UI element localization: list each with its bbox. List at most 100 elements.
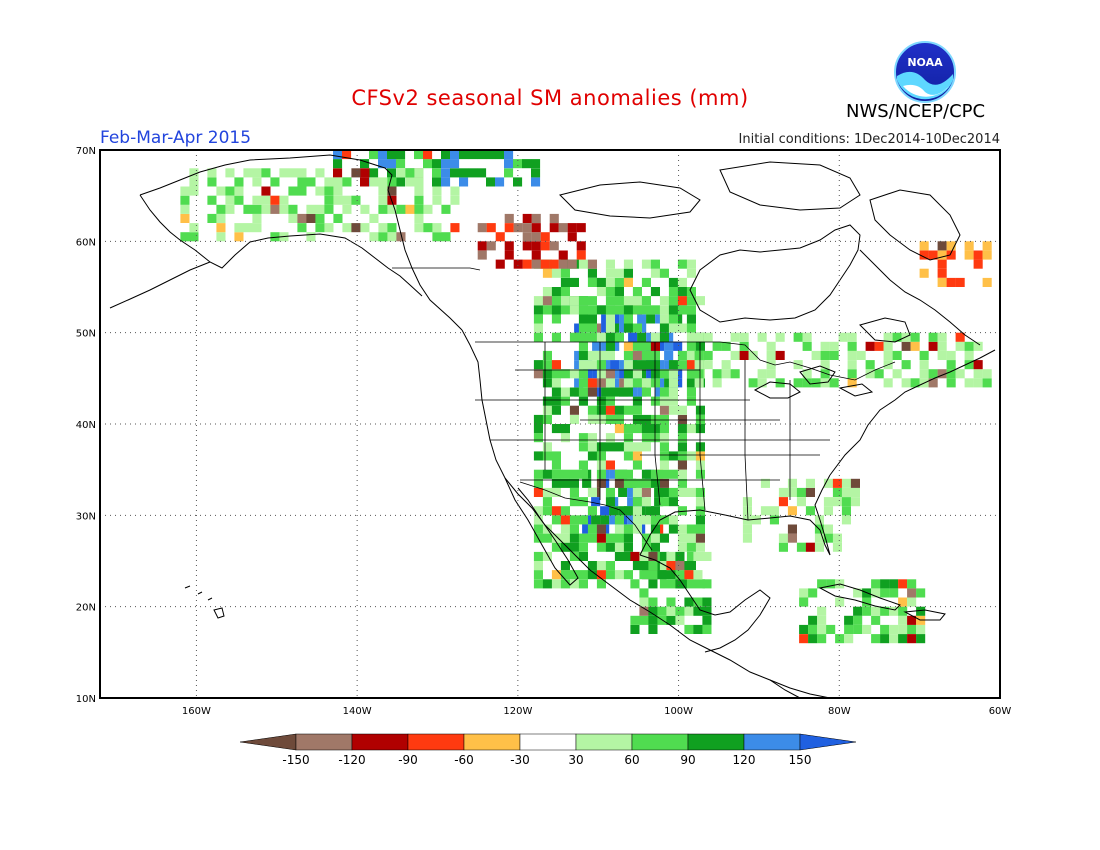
coastlines xyxy=(109,154,996,699)
anomaly-cell xyxy=(695,341,705,351)
anomaly-cell xyxy=(596,277,606,287)
anomaly-cell xyxy=(880,588,890,598)
anomaly-cell xyxy=(450,223,460,233)
anomaly-cell xyxy=(605,433,615,443)
anomaly-cell xyxy=(432,186,442,196)
anomaly-cell xyxy=(841,515,851,525)
anomaly-cell xyxy=(712,378,722,388)
anomaly-cell xyxy=(252,195,262,205)
anomaly-cell xyxy=(378,223,388,233)
anomaly-cell xyxy=(261,186,271,196)
anomaly-cell xyxy=(216,186,226,196)
anomaly-cell xyxy=(441,177,451,187)
anomaly-cell xyxy=(632,341,642,351)
anomaly-cell xyxy=(686,378,696,388)
anomaly-cell xyxy=(964,360,974,370)
anomaly-cell xyxy=(802,369,812,379)
anomaly-cell xyxy=(675,551,685,561)
anomaly-cell xyxy=(551,387,561,397)
anomaly-cell xyxy=(659,487,669,497)
anomaly-cell xyxy=(324,186,334,196)
anomaly-cell xyxy=(677,323,687,333)
anomaly-cell xyxy=(591,515,601,525)
anomaly-cell xyxy=(614,469,624,479)
anomaly-cell xyxy=(486,241,496,251)
anomaly-cell xyxy=(605,405,615,415)
anomaly-cell xyxy=(578,570,588,580)
anomaly-cell xyxy=(243,223,253,233)
anomaly-cell xyxy=(578,515,588,525)
anomaly-cell xyxy=(441,159,451,169)
anomaly-cell xyxy=(531,241,541,251)
anomaly-cell xyxy=(614,515,624,525)
anomaly-cell xyxy=(829,341,839,351)
anomaly-cell xyxy=(865,369,875,379)
anomaly-cell xyxy=(898,606,908,616)
anomaly-cell xyxy=(605,497,615,507)
anomaly-cell xyxy=(769,506,779,516)
anomaly-cell xyxy=(871,606,881,616)
anomaly-cell xyxy=(360,159,370,169)
anomaly-cell xyxy=(748,378,758,388)
anomaly-cell xyxy=(677,460,687,470)
anomaly-cell xyxy=(252,213,262,223)
anomaly-cell xyxy=(569,305,579,315)
anomaly-cell xyxy=(369,177,379,187)
anomaly-cell xyxy=(694,378,704,388)
anomaly-cell xyxy=(587,414,597,424)
anomaly-cell xyxy=(574,378,584,388)
anomaly-cell xyxy=(814,542,824,552)
anomaly-cell xyxy=(787,533,797,543)
anomaly-cell xyxy=(641,433,651,443)
anomaly-cell xyxy=(549,223,559,233)
anomaly-cell xyxy=(459,168,469,178)
anomaly-cell xyxy=(605,369,615,379)
anomaly-cell xyxy=(648,615,658,625)
anomaly-cell xyxy=(659,414,669,424)
anomaly-cell xyxy=(928,250,938,260)
anomaly-cell xyxy=(677,360,687,370)
anomaly-cell xyxy=(695,405,705,415)
anomaly-cell xyxy=(811,350,821,360)
anomaly-cell xyxy=(841,506,851,516)
anomaly-cell xyxy=(693,551,703,561)
anomaly-cell xyxy=(569,542,579,552)
anomaly-cell xyxy=(601,314,611,324)
anomaly-cell xyxy=(639,570,649,580)
anomaly-cell xyxy=(883,378,893,388)
legend-label: 120 xyxy=(733,753,756,767)
anomaly-cell xyxy=(817,624,827,634)
anomaly-cell xyxy=(659,305,669,315)
anomaly-cell xyxy=(955,277,965,287)
anomaly-cell xyxy=(655,387,665,397)
anomaly-cell xyxy=(270,232,280,242)
anomaly-cell xyxy=(648,551,658,561)
anomaly-cell xyxy=(569,414,579,424)
anomaly-cell xyxy=(677,405,687,415)
anomaly-cell xyxy=(459,150,469,160)
anomaly-cell xyxy=(189,232,199,242)
anomaly-cell xyxy=(551,369,561,379)
anomaly-cell xyxy=(641,360,651,370)
anomaly-cell xyxy=(641,305,651,315)
anomaly-cell xyxy=(531,232,541,242)
anomaly-cell xyxy=(351,195,361,205)
anomaly-cell xyxy=(901,341,911,351)
anomaly-cell xyxy=(569,369,579,379)
anomaly-cell xyxy=(596,570,606,580)
anomaly-cell xyxy=(378,159,388,169)
anomaly-cell xyxy=(234,232,244,242)
anomaly-cell xyxy=(569,478,579,488)
anomaly-cell xyxy=(252,223,262,233)
anomaly-cell xyxy=(288,168,298,178)
anomaly-cell xyxy=(504,250,514,260)
anomaly-cell xyxy=(243,204,253,214)
anomaly-cell xyxy=(542,369,552,379)
anomaly-cell xyxy=(234,186,244,196)
anomaly-cell xyxy=(605,442,615,452)
anomaly-cell xyxy=(686,332,696,342)
graticule xyxy=(100,150,1000,698)
anomaly-cell xyxy=(596,405,606,415)
anomaly-cell xyxy=(641,487,651,497)
anomaly-cell xyxy=(560,469,570,479)
